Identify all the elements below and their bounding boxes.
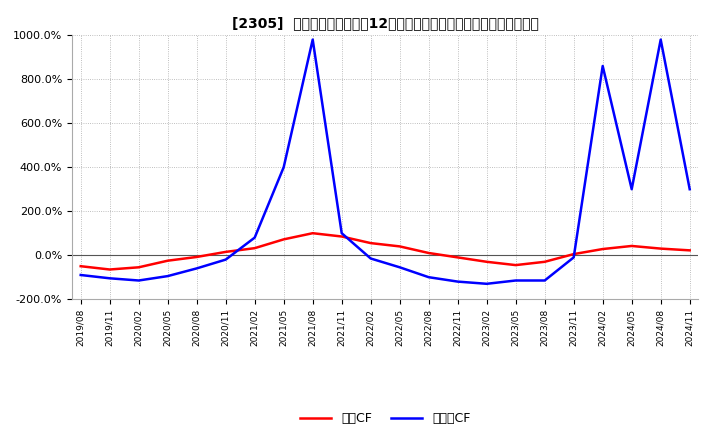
- Title: [2305]  キャッシュフローの12か月移動合計の対前年同期増減率の推移: [2305] キャッシュフローの12か月移動合計の対前年同期増減率の推移: [232, 16, 539, 30]
- Line: フリーCF: フリーCF: [81, 40, 690, 284]
- Legend: 営業CF, フリーCF: 営業CF, フリーCF: [295, 407, 475, 430]
- 営業CF: [570, 252, 578, 257]
- フリーCF: [657, 37, 665, 42]
- 営業CF: [424, 250, 433, 256]
- フリーCF: [135, 278, 143, 283]
- フリーCF: [511, 278, 520, 283]
- 営業CF: [454, 255, 462, 260]
- フリーCF: [279, 165, 288, 170]
- フリーCF: [163, 273, 172, 279]
- 営業CF: [598, 246, 607, 252]
- フリーCF: [424, 275, 433, 280]
- フリーCF: [251, 235, 259, 240]
- 営業CF: [279, 237, 288, 242]
- 営業CF: [511, 262, 520, 268]
- 営業CF: [541, 259, 549, 264]
- 営業CF: [482, 259, 491, 264]
- 営業CF: [251, 246, 259, 251]
- 営業CF: [135, 264, 143, 270]
- Line: 営業CF: 営業CF: [81, 233, 690, 269]
- フリーCF: [308, 37, 317, 42]
- フリーCF: [338, 231, 346, 236]
- フリーCF: [570, 255, 578, 260]
- 営業CF: [338, 234, 346, 239]
- フリーCF: [541, 278, 549, 283]
- 営業CF: [76, 264, 85, 269]
- 営業CF: [105, 267, 114, 272]
- フリーCF: [395, 264, 404, 270]
- 営業CF: [192, 254, 201, 260]
- 営業CF: [685, 248, 694, 253]
- 営業CF: [657, 246, 665, 251]
- フリーCF: [76, 272, 85, 278]
- 営業CF: [627, 243, 636, 249]
- フリーCF: [192, 266, 201, 271]
- フリーCF: [454, 279, 462, 284]
- フリーCF: [366, 256, 375, 261]
- フリーCF: [221, 257, 230, 262]
- フリーCF: [482, 281, 491, 286]
- 営業CF: [366, 240, 375, 246]
- フリーCF: [627, 187, 636, 192]
- 営業CF: [163, 258, 172, 263]
- 営業CF: [221, 249, 230, 254]
- フリーCF: [105, 275, 114, 281]
- フリーCF: [685, 187, 694, 192]
- フリーCF: [598, 63, 607, 69]
- 営業CF: [308, 231, 317, 236]
- 営業CF: [395, 244, 404, 249]
